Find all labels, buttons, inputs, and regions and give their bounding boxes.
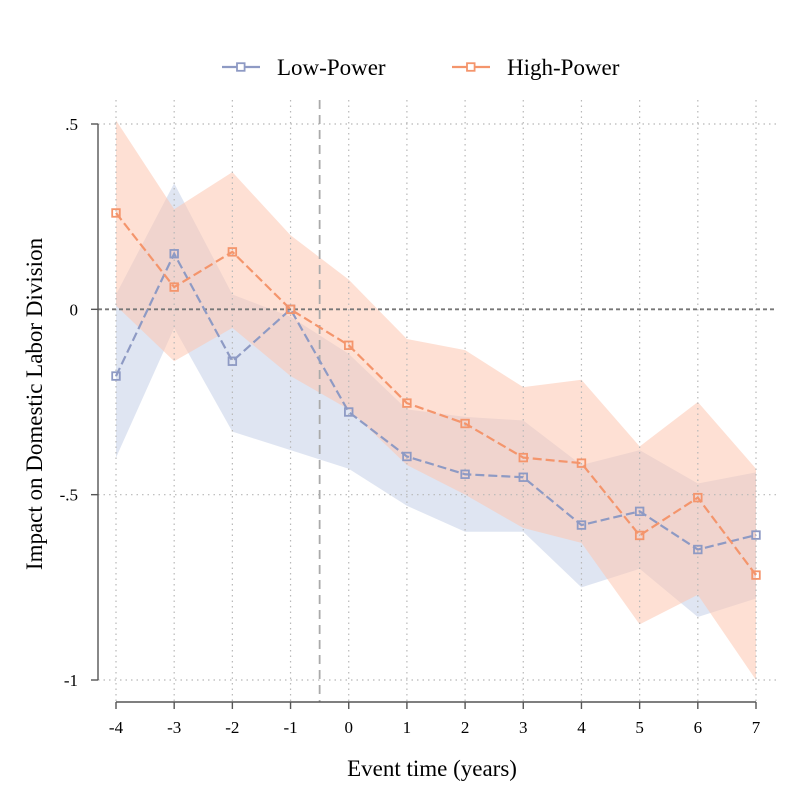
- series-marker-0-8: [576, 520, 587, 530]
- x-tick-label-4: 0: [344, 718, 353, 737]
- series-marker-0-9: [634, 506, 645, 517]
- x-tick-label-3: -1: [283, 718, 297, 737]
- y-tick-label-3: -1: [64, 671, 78, 690]
- series-marker-1-0: [111, 208, 121, 218]
- series-marker-0-10: [693, 544, 703, 555]
- series-marker-1-4: [344, 340, 354, 350]
- x-tick-label-2: -2: [225, 718, 239, 737]
- x-tick-label-6: 2: [461, 718, 470, 737]
- series-marker-1-10: [693, 492, 703, 503]
- legend-label-1: High-Power: [507, 55, 620, 80]
- y-tick-label-1: 0: [70, 300, 79, 319]
- x-tick-label-5: 1: [403, 718, 412, 737]
- ci-bands-layer: [116, 120, 756, 680]
- x-tick-label-7: 3: [519, 718, 528, 737]
- series-marker-0-2: [227, 356, 238, 366]
- series-marker-0-11: [751, 530, 761, 540]
- legend: Low-Power High-Power: [222, 55, 620, 80]
- y-axis-title: Impact on Domestic Labor Division: [22, 237, 47, 570]
- x-tick-label-11: 7: [752, 718, 761, 737]
- axes-layer: .5 0 -.5 -1 -4 -3 -2 -1 0 1 2 3 4 5 6 7: [60, 115, 761, 737]
- series-marker-1-2: [227, 247, 238, 257]
- y-tick-label-0: .5: [65, 115, 78, 134]
- x-tick-label-8: 4: [577, 718, 586, 737]
- ci-band-1: [116, 120, 756, 680]
- x-tick-label-9: 5: [635, 718, 644, 737]
- series-marker-0-0: [111, 371, 121, 381]
- series-marker-1-7: [518, 452, 528, 463]
- gridlines-layer: [98, 100, 776, 702]
- series-lines-layer: [115, 212, 757, 576]
- series-marker-0-7: [518, 472, 528, 482]
- series-marker-1-3: [285, 304, 296, 315]
- reference-lines-layer: [98, 100, 776, 702]
- series-marker-0-5: [402, 451, 412, 462]
- series-line-1: [115, 212, 757, 576]
- legend-swatch-marker-1: [466, 62, 476, 72]
- series-marker-0-6: [460, 469, 470, 479]
- series-line-0: [115, 251, 757, 551]
- x-tick-label-0: -4: [109, 718, 124, 737]
- legend-label-0: Low-Power: [277, 55, 386, 80]
- series-markers-layer: [111, 208, 761, 580]
- series-marker-1-8: [576, 458, 587, 468]
- series-marker-1-5: [402, 398, 412, 408]
- x-tick-label-1: -3: [167, 718, 181, 737]
- y-tick-label-2: -.5: [60, 486, 78, 505]
- x-tick-label-10: 6: [694, 718, 703, 737]
- series-marker-1-9: [634, 530, 645, 541]
- series-marker-1-1: [169, 282, 179, 292]
- series-marker-0-1: [169, 249, 179, 259]
- series-marker-1-11: [751, 570, 761, 580]
- legend-swatch-marker-0: [236, 62, 246, 72]
- series-marker-1-6: [460, 418, 470, 429]
- series-marker-0-4: [344, 407, 354, 417]
- x-axis-title: Event time (years): [347, 756, 517, 781]
